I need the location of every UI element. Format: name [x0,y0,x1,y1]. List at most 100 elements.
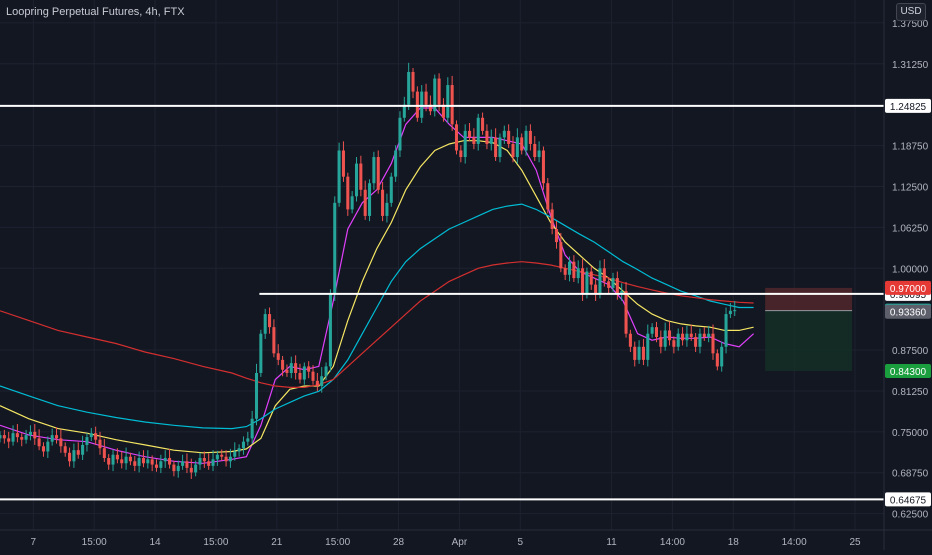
candle-body [441,104,445,118]
price-badge-label-bg [885,280,931,295]
candle-body [411,71,415,92]
candle-body [546,183,550,210]
price-badge-label-bg [885,304,931,319]
candle-body [685,333,689,341]
candle-body [272,327,276,354]
candle-body [98,439,102,449]
candle-body [372,157,376,184]
candle-body [189,467,193,473]
candle-body [459,150,463,158]
candle-body [363,189,367,216]
candle-body [428,104,432,112]
candle-body [333,202,337,295]
candle-body [211,459,215,466]
candle-body [611,278,615,288]
candle-body [85,437,89,445]
level-price-label: 0.96095 [890,290,927,301]
candle-body [554,229,559,243]
candle-body [237,448,241,452]
x-tick-label: 15:00 [203,537,228,548]
candle-body [633,346,637,360]
candle-body [359,163,363,190]
candle-body [172,464,176,472]
candle-body [707,333,711,337]
candle-body [672,340,676,347]
candle-body [637,346,641,360]
candle-body [581,268,585,295]
candle-body [646,333,650,360]
candle-body [659,336,663,347]
candle-body [202,458,206,462]
candle-body [350,196,354,210]
candle-body [489,137,493,144]
candle-body [507,130,511,144]
candle-body [76,450,80,455]
candle-body [302,366,306,380]
candle-body [485,130,489,144]
candle-body [607,281,611,288]
candle-body [698,333,702,347]
candle-body [89,433,93,438]
candle-body [7,438,11,442]
candle-body [254,372,259,419]
candle-body [681,333,685,341]
candle-body [298,372,302,380]
moving-average-line [0,203,754,430]
y-tick-label: 1.12500 [892,182,929,193]
candle-body [728,310,732,315]
candle-body [228,456,232,462]
level-price-label: 0.64675 [890,495,927,506]
candle-body [702,333,706,337]
candle-body [11,433,15,442]
candle-body [324,366,328,377]
candle-body [572,261,576,279]
price-badge-label: 0.93360 [890,308,927,319]
candle-body [715,353,719,367]
candle-body [641,346,645,360]
y-tick-label: 1.31250 [892,60,929,71]
candle-body [568,261,572,275]
candle-body [28,431,32,436]
candle-body [585,271,589,295]
y-tick-label: 0.87500 [892,346,929,357]
candle-body [124,456,128,464]
candle-body [320,376,324,387]
candle-body [468,130,472,138]
candle-body [615,278,619,295]
candle-body [437,78,441,105]
candle-body [394,150,398,177]
candle-body [511,143,515,158]
y-tick-label: 1.37500 [892,19,929,30]
candle-body [720,346,724,367]
symbol-title: Loopring Perpetual Futures, 4h, FTX [6,6,185,18]
candle-body [589,271,593,285]
y-tick-label: 0.81250 [892,387,929,398]
candle-body [402,104,406,118]
candle-body [176,465,180,472]
candle-body [68,452,72,462]
take-profit-zone [765,310,853,371]
candle-body [0,435,2,439]
x-tick-label: 28 [393,537,405,548]
candle-body [41,446,45,452]
candle-body [628,333,632,347]
candle-body [663,330,667,347]
candle-body [94,433,98,440]
candle-body [220,454,224,457]
candle-body [498,137,502,158]
candle-body [72,450,76,462]
candle-body [533,143,537,158]
candle-body [667,330,672,341]
currency-button[interactable]: USD [896,3,926,21]
candle-body [33,431,37,439]
level-price-label-bg [885,492,931,507]
candle-body [276,353,280,360]
candle-body [137,458,141,466]
candle-body [111,454,115,465]
candle-body [450,85,454,125]
candle-body [415,91,419,118]
y-tick-label: 0.62500 [892,510,929,521]
